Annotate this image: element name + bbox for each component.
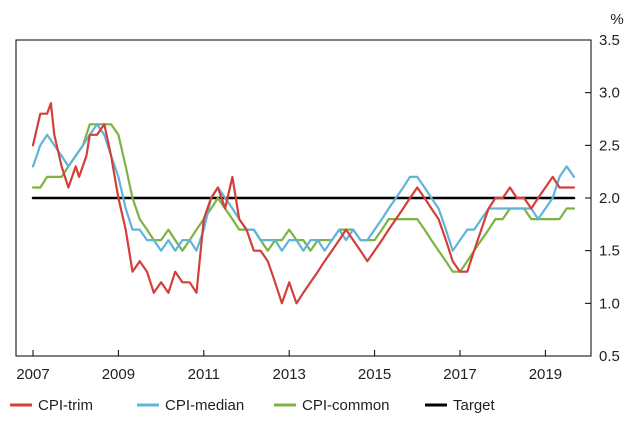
- legend-label-target: Target: [453, 397, 496, 414]
- x-axis: 2007 2009 2011 2013 2015 2017 2019: [16, 350, 562, 383]
- y-tick-label: 0.5: [599, 348, 620, 365]
- x-tick-label: 2015: [358, 366, 391, 383]
- x-tick-label: 2019: [529, 366, 562, 383]
- series-layer: [31, 102, 576, 305]
- x-tick-label: 2009: [102, 366, 135, 383]
- series-line-cpi-common: [31, 123, 576, 273]
- y-tick-label: 3.5: [599, 32, 620, 49]
- y-tick-label: 2.0: [599, 190, 620, 207]
- y-axis: 0.5 1.0 1.5 2.0 2.5 3.0 3.5%: [585, 11, 624, 365]
- legend: CPI-trim CPI-median CPI-common Target: [10, 397, 496, 414]
- legend-label-cpi-median: CPI-median: [165, 397, 244, 414]
- x-tick-label: 2017: [443, 366, 476, 383]
- y-tick-label: 1.5: [599, 243, 620, 260]
- y-tick-label: 2.5: [599, 137, 620, 154]
- y-tick-label: 1.0: [599, 295, 620, 312]
- x-tick-label: 2013: [273, 366, 306, 383]
- y-unit-label: %: [610, 11, 623, 28]
- series-line-cpi-trim: [31, 102, 576, 305]
- x-tick-label: 2011: [188, 366, 220, 383]
- series-line-cpi-median: [31, 123, 576, 252]
- y-tick-label: 3.0: [599, 85, 620, 102]
- legend-label-cpi-common: CPI-common: [302, 397, 390, 414]
- x-tick-label: 2007: [16, 366, 49, 383]
- legend-label-cpi-trim: CPI-trim: [38, 397, 93, 414]
